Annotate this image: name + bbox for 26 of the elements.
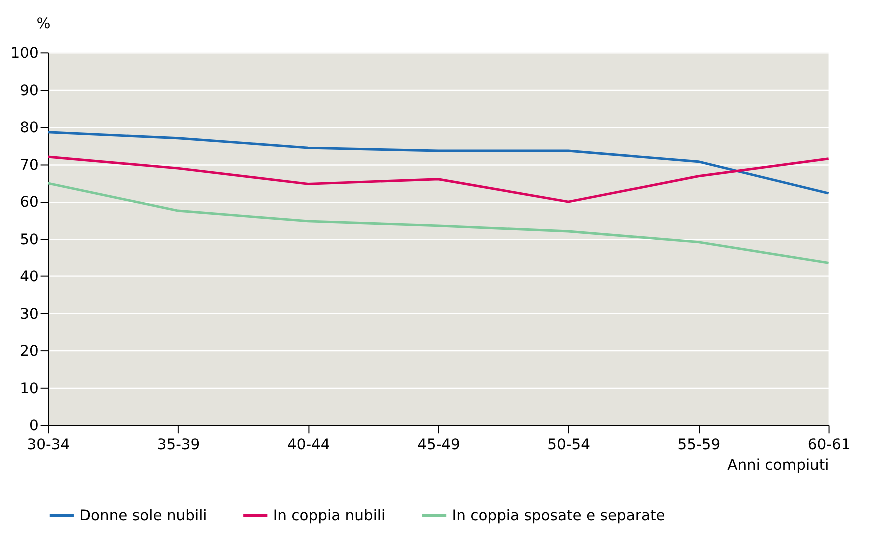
x-tick-label: 30-34 xyxy=(27,436,70,454)
x-tick-label: 40-44 xyxy=(287,436,330,454)
y-tick-label: 50 xyxy=(20,231,39,248)
y-tick-label: 100 xyxy=(10,45,39,62)
x-tick-label: 45-49 xyxy=(418,436,460,454)
legend-label: Donne sole nubili xyxy=(80,508,208,525)
line-series xyxy=(46,182,830,264)
y-tick-label: 90 xyxy=(20,82,39,100)
y-tick-label: 10 xyxy=(20,380,39,398)
line-series xyxy=(46,156,830,204)
x-tick-label: 35-39 xyxy=(157,436,200,454)
y-axis-title: % xyxy=(36,16,51,33)
y-tick-label: 40 xyxy=(20,268,39,286)
legend-label: In coppia nubili xyxy=(273,508,386,525)
line-series xyxy=(46,131,830,195)
x-tick-label: 50-54 xyxy=(548,436,590,454)
legend-label: In coppia sposate e separate xyxy=(452,508,666,525)
y-tick-label: 70 xyxy=(20,156,39,174)
x-tick-label: 55-59 xyxy=(678,436,721,454)
y-tick-label: 60 xyxy=(20,194,39,212)
y-tick-label: 20 xyxy=(20,343,39,360)
y-tick-label: 0 xyxy=(29,418,39,435)
y-tick-label: 30 xyxy=(20,306,39,323)
x-tick-label: 60-61 xyxy=(808,436,851,454)
y-tick-label: 80 xyxy=(20,120,39,137)
x-axis-title: Anni compiuti xyxy=(728,457,830,474)
